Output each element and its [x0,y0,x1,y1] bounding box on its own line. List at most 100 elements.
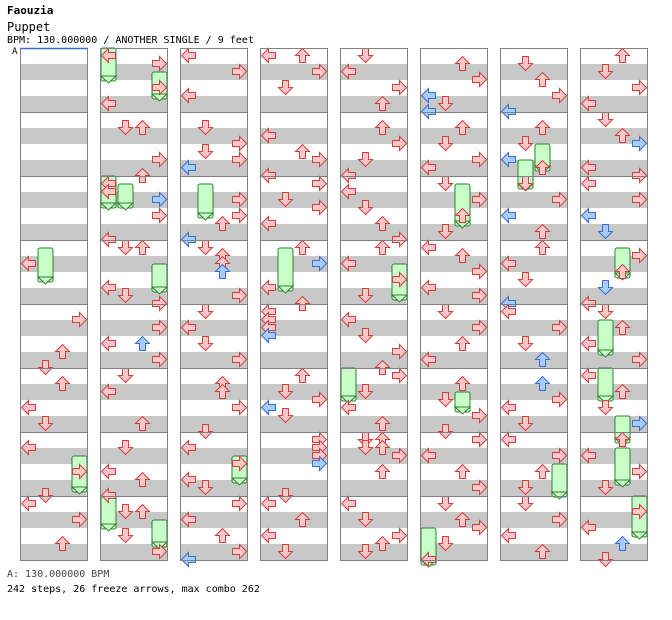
quarter-down-arrow [357,384,374,400]
quarter-left-arrow [20,399,36,416]
quarter-left-arrow [420,551,436,568]
beat-stripe [180,448,248,464]
quarter-left-arrow [100,47,116,64]
quarter-down-arrow [437,536,454,552]
quarter-up-arrow [134,503,151,519]
beat-stripe [420,320,488,336]
beat-stripe [180,224,248,240]
eighth-right-arrow [152,191,168,208]
quarter-up-arrow [134,119,151,135]
beat-stripe [100,64,168,80]
beat-stripe [100,416,168,432]
quarter-right-arrow [152,351,168,368]
freeze-right-tail [230,477,249,486]
quarter-left-arrow [180,471,196,488]
quarter-down-arrow [197,424,214,440]
quarter-left-arrow [420,351,436,368]
eighth-left-arrow [580,207,596,224]
quarter-right-arrow [152,543,168,560]
beat-stripe [500,96,568,112]
bpm-marker-label: A [12,47,18,57]
quarter-down-arrow [437,96,454,112]
beat-stripe [260,224,328,240]
quarter-up-arrow [374,535,391,551]
quarter-up-arrow [134,415,151,431]
quarter-left-arrow [20,255,36,272]
quarter-right-arrow [472,151,488,168]
beat-stripe [20,544,88,560]
quarter-up-arrow [614,383,631,399]
quarter-down-arrow [117,368,134,384]
quarter-down-arrow [277,80,294,96]
quarter-up-arrow [454,463,471,479]
beat-stripe [100,544,168,560]
quarter-right-arrow [232,191,248,208]
freeze-up-tail [613,479,632,488]
beat-stripe [260,64,328,80]
quarter-left-arrow [100,95,116,112]
quarter-left-arrow [100,463,116,480]
beat-stripe [100,224,168,240]
beat-stripe [420,224,488,240]
beat-stripe [100,256,168,272]
quarter-down-arrow [357,48,374,64]
quarter-left-arrow [580,367,596,384]
beat-stripe [420,256,488,272]
quarter-up-arrow [374,239,391,255]
quarter-right-arrow [312,63,328,80]
quarter-right-arrow [152,207,168,224]
quarter-left-arrow [420,447,436,464]
quarter-down-arrow [277,192,294,208]
beat-stripe [420,384,488,400]
quarter-left-arrow [420,239,436,256]
quarter-right-arrow [552,87,568,104]
beat-stripe [580,320,648,336]
beat-stripe [100,512,168,528]
beat-stripe [260,512,328,528]
quarter-up-arrow [534,71,551,87]
quarter-left-arrow [100,335,116,352]
quarter-right-arrow [72,311,88,328]
beat-stripe [420,416,488,432]
quarter-up-arrow [534,463,551,479]
quarter-down-arrow [517,136,534,152]
quarter-up-arrow [374,359,391,375]
eighth-up-arrow [534,351,551,367]
beat-stripe [260,448,328,464]
beat-stripe [340,224,408,240]
quarter-right-arrow [472,263,488,280]
quarter-right-arrow [472,71,488,88]
quarter-down-arrow [197,240,214,256]
quarter-down-arrow [357,328,374,344]
quarter-right-arrow [392,527,408,544]
quarter-down-arrow [597,480,614,496]
quarter-down-arrow [277,384,294,400]
quarter-right-arrow [632,167,648,184]
quarter-down-arrow [437,496,454,512]
eighth-right-arrow [632,135,648,152]
quarter-right-arrow [552,391,568,408]
beat-stripe [180,416,248,432]
beat-stripe [260,160,328,176]
quarter-left-arrow [580,95,596,112]
quarter-right-arrow [232,455,248,472]
quarter-right-arrow [632,463,648,480]
quarter-right-arrow [472,287,488,304]
beat-stripe [100,352,168,368]
beat-stripe [580,384,648,400]
quarter-up-arrow [294,239,311,255]
beat-stripe [20,448,88,464]
beat-stripe [500,544,568,560]
quarter-right-arrow [232,63,248,80]
beat-stripe [20,224,88,240]
beat-stripe [100,160,168,176]
quarter-right-arrow [312,151,328,168]
bpm-legend: A: 130.000000 BPM [7,569,110,580]
quarter-right-arrow [312,175,328,192]
beat-stripe [340,64,408,80]
beat-stripe [260,288,328,304]
beat-stripe [500,480,568,496]
beat-stripe [340,384,408,400]
beat-stripe [580,544,648,560]
quarter-down-arrow [117,440,134,456]
